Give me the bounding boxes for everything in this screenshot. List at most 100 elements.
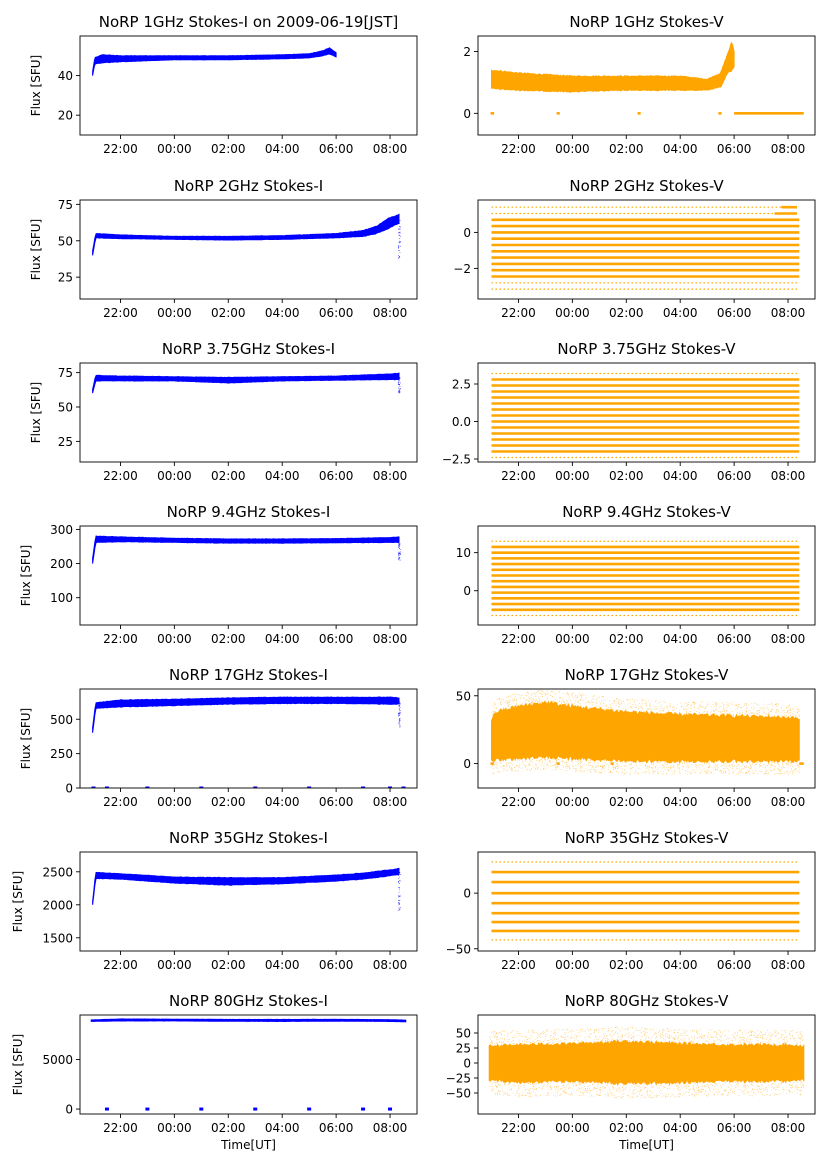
y-axis-label: Flux [SFU] bbox=[29, 382, 43, 443]
subplot-8: 0 10 22:00 00:00 02:00 04:00 06:00 08:00 NoRP 9.… bbox=[456, 503, 816, 646]
subplot-title: NoRP 17GHz Stokes-V bbox=[565, 666, 730, 684]
x-tick-label: 06:00 bbox=[717, 1121, 752, 1135]
x-tick-label: 02:00 bbox=[211, 795, 246, 809]
x-tick-label: 00:00 bbox=[157, 142, 192, 156]
axes-frame bbox=[477, 35, 816, 136]
x-tick-label: 04:00 bbox=[265, 795, 300, 809]
x-tick-label: 22:00 bbox=[501, 958, 536, 972]
series-band bbox=[92, 696, 400, 733]
subplot-7: 100 200 300 22:00 00:00 02:00 04:00 06:00 08:00 N… bbox=[19, 503, 418, 646]
x-tick-label: 22:00 bbox=[501, 632, 536, 646]
series-band bbox=[491, 41, 735, 93]
y-axis-label: Flux [SFU] bbox=[19, 545, 33, 606]
x-tick-label: 06:00 bbox=[319, 306, 354, 320]
y-axis-label: Flux [SFU] bbox=[19, 708, 33, 769]
x-tick-label: 04:00 bbox=[265, 142, 300, 156]
y-tick-label: −25 bbox=[446, 1072, 471, 1086]
x-tick-label: 04:00 bbox=[265, 1121, 300, 1135]
series-band bbox=[488, 1039, 805, 1086]
x-tick-label: 04:00 bbox=[265, 958, 300, 972]
subplot-10: 0 50 22:00 00:00 02:00 04:00 06:00 08:00 NoRP 17… bbox=[456, 666, 816, 809]
x-tick-label: 06:00 bbox=[319, 632, 354, 646]
y-axis-label: Flux [SFU] bbox=[29, 55, 43, 116]
x-tick-label: 04:00 bbox=[265, 632, 300, 646]
y-tick-label: −2.5 bbox=[442, 453, 471, 467]
y-tick-label: 50 bbox=[58, 234, 73, 248]
subplot-title: NoRP 9.4GHz Stokes-I bbox=[167, 503, 331, 521]
subplot-title: NoRP 35GHz Stokes-V bbox=[565, 829, 730, 847]
series-points bbox=[92, 47, 337, 76]
x-tick-label: 06:00 bbox=[319, 958, 354, 972]
series-points bbox=[491, 372, 800, 459]
subplot-6: −2.5 0.0 2.5 22:00 00:00 02:00 04:00 06:00 08:00… bbox=[442, 340, 816, 483]
x-tick-label: 06:00 bbox=[717, 469, 752, 483]
x-tick-label: 08:00 bbox=[373, 306, 408, 320]
x-tick-label: 00:00 bbox=[157, 958, 192, 972]
y-axis-label: Flux [SFU] bbox=[11, 871, 25, 932]
subplot-3: 25 50 75 22:00 00:00 02:00 04:00 06:00 08:00 NoRP… bbox=[29, 177, 418, 320]
x-tick-label: 08:00 bbox=[771, 306, 806, 320]
x-tick-label: 08:00 bbox=[771, 632, 806, 646]
x-tick-label: 22:00 bbox=[103, 306, 138, 320]
y-tick-label: 40 bbox=[58, 69, 73, 83]
y-tick-label: 20 bbox=[58, 109, 73, 123]
outlier-points bbox=[398, 377, 401, 394]
axes-frame bbox=[79, 851, 418, 952]
axes-frame bbox=[477, 525, 816, 626]
x-tick-label: 06:00 bbox=[717, 795, 752, 809]
x-tick-label: 06:00 bbox=[319, 469, 354, 483]
y-tick-label: 0 bbox=[463, 226, 471, 240]
x-tick-label: 22:00 bbox=[103, 958, 138, 972]
x-tick-label: 22:00 bbox=[103, 795, 138, 809]
x-tick-label: 22:00 bbox=[501, 795, 536, 809]
subplot-4: −2 0 22:00 00:00 02:00 04:00 06:00 08:00 NoRP 2G… bbox=[453, 177, 816, 320]
x-tick-label: 00:00 bbox=[157, 306, 192, 320]
subplot-title: NoRP 2GHz Stokes-V bbox=[569, 177, 724, 195]
y-tick-label: 10 bbox=[456, 546, 471, 560]
x-tick-label: 02:00 bbox=[211, 306, 246, 320]
outlier-points bbox=[398, 701, 401, 728]
series-points bbox=[491, 861, 800, 941]
y-tick-label: 200 bbox=[50, 557, 73, 571]
y-tick-label: 2.5 bbox=[452, 378, 471, 392]
series-points bbox=[490, 41, 804, 115]
y-tick-label: 75 bbox=[58, 366, 73, 380]
y-tick-label: 1500 bbox=[42, 931, 73, 945]
subplot-title: NoRP 35GHz Stokes-I bbox=[169, 829, 328, 847]
x-tick-label: 08:00 bbox=[373, 469, 408, 483]
subplot-title: NoRP 80GHz Stokes-V bbox=[565, 992, 730, 1010]
x-tick-label: 08:00 bbox=[771, 1121, 806, 1135]
x-tick-label: 04:00 bbox=[663, 958, 698, 972]
x-tick-label: 02:00 bbox=[609, 795, 644, 809]
series-band bbox=[491, 700, 800, 764]
series-points bbox=[490, 689, 804, 775]
subplot-title: NoRP 2GHz Stokes-I bbox=[174, 177, 323, 195]
x-tick-label: 08:00 bbox=[373, 632, 408, 646]
y-tick-label: 500 bbox=[50, 713, 73, 727]
y-tick-label: 75 bbox=[58, 198, 73, 212]
subplot-5: 25 50 75 22:00 00:00 02:00 04:00 06:00 08:00 NoRP… bbox=[29, 340, 418, 483]
subplot-13: 0 5000 22:00 00:00 02:00 04:00 06:00 08:00 NoRP … bbox=[11, 992, 418, 1152]
subplot-1: 20 40 22:00 00:00 02:00 04:00 06:00 08:00 NoRP 1… bbox=[29, 13, 418, 156]
subplot-title: NoRP 17GHz Stokes-I bbox=[169, 666, 328, 684]
subplot-title: NoRP 80GHz Stokes-I bbox=[169, 992, 328, 1010]
x-tick-label: 00:00 bbox=[157, 469, 192, 483]
axes-frame bbox=[79, 35, 418, 136]
x-tick-label: 00:00 bbox=[555, 958, 590, 972]
scatter-halo bbox=[489, 1026, 805, 1099]
x-tick-label: 02:00 bbox=[609, 632, 644, 646]
x-tick-label: 08:00 bbox=[373, 958, 408, 972]
y-tick-label: 0 bbox=[463, 887, 471, 901]
x-tick-label: 06:00 bbox=[319, 795, 354, 809]
y-tick-label: 25 bbox=[58, 435, 73, 449]
series-points bbox=[92, 213, 401, 259]
y-tick-label: 0 bbox=[463, 1057, 471, 1071]
series-points bbox=[491, 540, 800, 617]
outlier-points bbox=[398, 220, 401, 259]
y-tick-label: 250 bbox=[50, 747, 73, 761]
series-points bbox=[92, 867, 401, 911]
x-tick-label: 04:00 bbox=[663, 142, 698, 156]
axes-frame bbox=[477, 688, 816, 789]
y-tick-label: 50 bbox=[58, 401, 73, 415]
x-tick-label: 08:00 bbox=[771, 795, 806, 809]
